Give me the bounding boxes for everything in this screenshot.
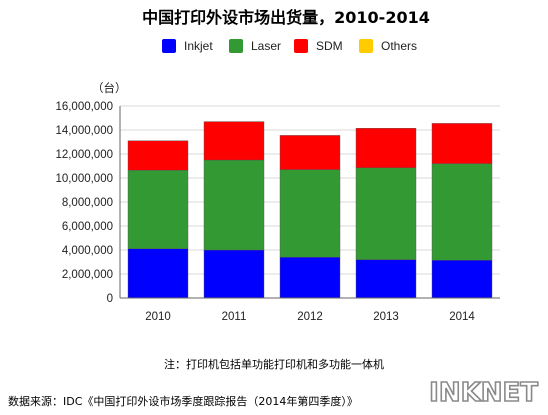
legend-label-sdm: SDM	[316, 39, 343, 53]
legend-label-laser: Laser	[251, 39, 281, 53]
y-tick-label: 6,000,000	[62, 221, 113, 233]
data-source: 数据来源：IDC《中国打印外设市场季度跟踪报告（2014年第四季度）》	[8, 395, 358, 408]
legend-swatch-others	[359, 39, 373, 53]
y-unit-label: （台）	[92, 81, 127, 95]
legend: Inkjet Laser SDM Others	[162, 39, 417, 53]
legend-swatch-sdm	[294, 39, 308, 53]
bar-segment-sdm	[279, 135, 341, 170]
legend-label-inkjet: Inkjet	[184, 39, 213, 53]
bar-segment-sdm	[355, 127, 417, 168]
bar-segment-inkjet	[279, 257, 341, 299]
axes	[119, 106, 500, 299]
x-tick-labels: 2010 2011 2012 2013 2014	[145, 311, 475, 323]
chart-title: 中国打印外设市场出货量，2010-2014	[142, 8, 430, 27]
y-tick-label: 10,000,000	[55, 173, 113, 185]
x-tick-label: 2010	[145, 311, 171, 323]
y-tick-label: 12,000,000	[55, 149, 113, 161]
inknet-logo: INKNET	[428, 377, 538, 409]
bar-segment-sdm	[127, 140, 189, 171]
y-tick-label: 8,000,000	[62, 197, 113, 209]
bar-segment-laser	[279, 169, 341, 258]
y-tick-label: 2,000,000	[62, 269, 113, 281]
x-tick-label: 2011	[222, 311, 247, 323]
bars	[127, 121, 493, 299]
bar-segment-inkjet	[127, 248, 189, 299]
bar-segment-inkjet	[203, 249, 265, 299]
y-tick-label: 16,000,000	[55, 101, 113, 113]
bar-segment-inkjet	[431, 260, 493, 299]
bar-segment-sdm	[203, 121, 265, 161]
legend-swatch-inkjet	[162, 39, 176, 53]
stacked-bar-chart: 中国打印外设市场出货量，2010-2014 Inkjet Laser SDM Othe…	[55, 8, 500, 323]
y-tick-label: 14,000,000	[55, 125, 113, 137]
bar-segment-laser	[431, 163, 493, 261]
y-tick-label: 4,000,000	[62, 245, 113, 257]
y-tick-labels: 0 2,000,000 4,000,000 6,000,000 8,000,000 10,…	[55, 101, 113, 305]
legend-label-others: Others	[381, 39, 417, 53]
y-tick-label: 0	[107, 293, 113, 305]
legend-swatch-laser	[229, 39, 243, 53]
bar-segment-laser	[127, 169, 189, 249]
x-tick-label: 2014	[449, 311, 475, 323]
chart-note: 注：打印机包括单功能打印机和多功能一体机	[164, 358, 384, 371]
x-tick-label: 2013	[373, 311, 399, 323]
bar-segment-laser	[203, 159, 265, 251]
bar-segment-sdm	[431, 123, 493, 164]
x-tick-label: 2012	[297, 311, 323, 323]
bar-segment-laser	[355, 167, 417, 260]
bar-segment-inkjet	[355, 259, 417, 299]
